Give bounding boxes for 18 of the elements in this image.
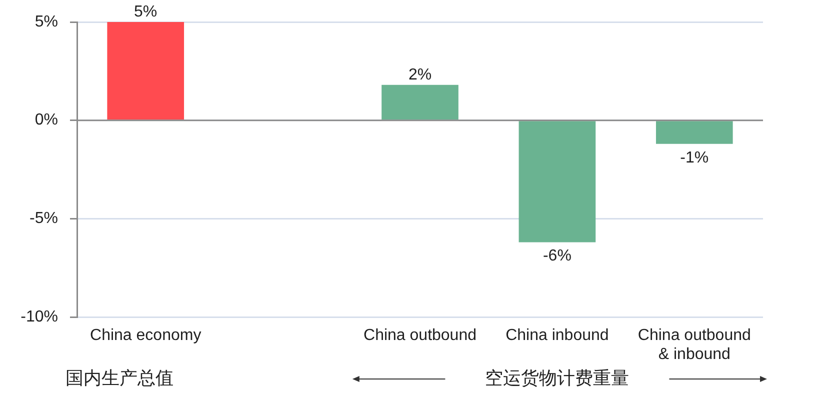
x-tick-label: China inbound	[506, 327, 609, 344]
bar	[382, 84, 458, 120]
data-label: -1%	[680, 149, 709, 166]
x-tick-label: China economy	[90, 327, 202, 344]
bar	[656, 121, 733, 144]
text: 空运货物计费重量	[485, 368, 630, 388]
data-label: 5%	[134, 3, 158, 20]
y-tick-label: 5%	[34, 13, 58, 30]
data-label: -6%	[542, 248, 572, 265]
y-tick-label: -5%	[30, 210, 58, 228]
x-tick-label: China outbound & inbound	[638, 327, 751, 364]
bar	[518, 121, 596, 242]
data-label: 2%	[408, 66, 432, 84]
y-tick-label: -10%	[20, 308, 58, 326]
y-tick-label: 0%	[34, 112, 58, 129]
text: 国内生产总值	[66, 368, 174, 388]
bar	[107, 22, 184, 120]
x-tick-label: China outbound	[364, 327, 476, 344]
